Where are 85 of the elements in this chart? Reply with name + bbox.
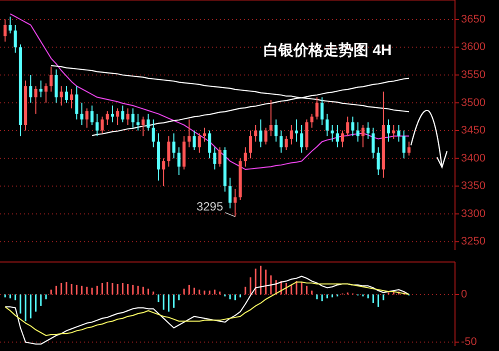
candlestick (90, 105, 94, 126)
candlestick (248, 130, 252, 159)
candlestick (346, 116, 350, 137)
candlestick (116, 108, 120, 126)
candlestick (234, 188, 237, 218)
candlestick (259, 118, 262, 148)
candlestick (315, 96, 318, 120)
candlestick (152, 118, 155, 148)
candlestick (290, 124, 293, 145)
y-tick-label: 3650 (461, 13, 486, 26)
candlestick (361, 124, 365, 148)
candlestick (254, 124, 258, 142)
candlestick (8, 16, 12, 34)
candlestick (351, 116, 354, 137)
candlestick (218, 146, 222, 168)
candlestick (136, 113, 140, 132)
y-tick-label: 3300 (461, 208, 486, 220)
candlestick (330, 124, 334, 142)
candlestick (356, 122, 360, 142)
candlestick (4, 18, 7, 42)
candlestick (167, 136, 170, 168)
candlestick (376, 146, 380, 176)
candlestick (397, 124, 400, 142)
candlestick (54, 68, 58, 104)
y-tick-label: 3350 (461, 180, 486, 192)
candlestick (213, 146, 216, 170)
candlestick (75, 86, 78, 120)
y-tick-label: 3250 (461, 236, 486, 248)
candlestick (100, 116, 104, 134)
candlestick (50, 66, 53, 92)
candlestick (142, 116, 145, 137)
candlestick (280, 130, 283, 154)
candlestick (131, 108, 134, 128)
candlestick (320, 96, 324, 126)
y-tick-label: 3600 (461, 41, 486, 54)
candlestick (70, 88, 74, 109)
candlestick (146, 113, 150, 132)
candlestick (14, 24, 17, 54)
annotation: 3295 (196, 200, 224, 214)
candlestick (34, 86, 38, 114)
candlestick (85, 108, 88, 128)
candlestick (80, 102, 84, 126)
candlestick (402, 130, 406, 159)
candlestick (372, 127, 375, 159)
y-tick-label: 3400 (461, 152, 486, 164)
candlestick (294, 118, 298, 142)
candlestick (44, 82, 48, 104)
candlestick (106, 110, 109, 126)
candlestick (121, 105, 124, 123)
candlestick (162, 158, 166, 187)
candlestick (336, 124, 339, 148)
line-series (10, 13, 410, 170)
candlestick (274, 118, 278, 142)
candlestick (310, 113, 314, 128)
candlestick (392, 124, 396, 140)
candlestick (29, 74, 32, 104)
candlestick (208, 130, 212, 159)
candlestick (198, 132, 201, 154)
candlestick (228, 177, 232, 209)
y-tick-label: 3500 (461, 96, 486, 109)
candlestick (172, 132, 176, 159)
y-tick-label: 0 (461, 288, 468, 300)
y-tick-label: -50 (461, 336, 477, 348)
candlestick (188, 118, 191, 148)
candlestick (326, 113, 329, 137)
candlestick (284, 136, 288, 150)
candlestick (96, 113, 99, 137)
candlestick (192, 130, 196, 150)
line-series (4, 282, 410, 336)
candlestick (126, 108, 130, 126)
line-series (4, 276, 410, 345)
text: 白银价格走势图 4H (263, 42, 392, 59)
candlestick (60, 86, 63, 106)
candlestick (244, 146, 247, 168)
y-tick-label: 3450 (461, 124, 486, 137)
candlestick (177, 146, 180, 176)
y-tick-label: 3550 (461, 69, 486, 81)
candlestick (269, 100, 272, 137)
candlestick (366, 122, 370, 140)
candlestick (64, 86, 68, 104)
candlestick (407, 141, 411, 156)
candlestick (300, 124, 304, 154)
candlestick (340, 130, 344, 148)
candlestick (387, 118, 390, 142)
candlestick (264, 127, 268, 145)
